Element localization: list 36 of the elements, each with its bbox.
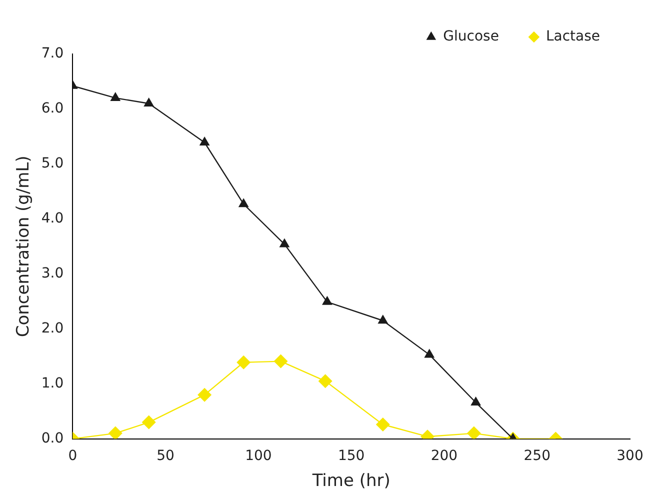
y-tick-label: 2.0 bbox=[41, 320, 64, 336]
point bbox=[236, 355, 251, 370]
y-tick-label: 6.0 bbox=[41, 100, 64, 117]
point bbox=[142, 415, 156, 430]
y-tick-label: 1.0 bbox=[41, 375, 64, 392]
point bbox=[110, 92, 121, 101]
point bbox=[424, 348, 435, 358]
y-tick-label: 7.0 bbox=[41, 46, 64, 62]
x-axis-title: Time (hr) bbox=[311, 471, 390, 492]
x-tick-label: 200 bbox=[430, 448, 458, 464]
point bbox=[279, 238, 290, 248]
y-tick-label: 3.0 bbox=[41, 266, 64, 282]
point bbox=[108, 426, 122, 439]
legend-label: Glucose bbox=[443, 28, 499, 45]
point bbox=[199, 136, 210, 146]
x-tick-label: 300 bbox=[616, 448, 644, 464]
y-tick-label: 5.0 bbox=[41, 156, 64, 172]
point bbox=[466, 426, 481, 439]
point bbox=[470, 396, 481, 406]
y-tick-label: 0.0 bbox=[41, 430, 64, 446]
point bbox=[198, 388, 212, 402]
point bbox=[378, 314, 388, 324]
x-tick-label: 100 bbox=[245, 448, 272, 464]
x-tick-label: 250 bbox=[524, 448, 550, 464]
point bbox=[318, 374, 332, 388]
x-tick-label: 150 bbox=[338, 448, 365, 464]
point bbox=[274, 354, 288, 368]
legend-label: Lactase bbox=[546, 28, 600, 45]
point bbox=[144, 97, 154, 106]
x-tick-label: 50 bbox=[156, 448, 174, 464]
point bbox=[322, 296, 332, 305]
point bbox=[238, 198, 249, 208]
y-axis-title: Concentration (g/mL) bbox=[14, 156, 34, 338]
x-tick-label: 0 bbox=[68, 448, 78, 464]
y-tick-label: 4.0 bbox=[41, 210, 64, 227]
point bbox=[376, 418, 390, 432]
